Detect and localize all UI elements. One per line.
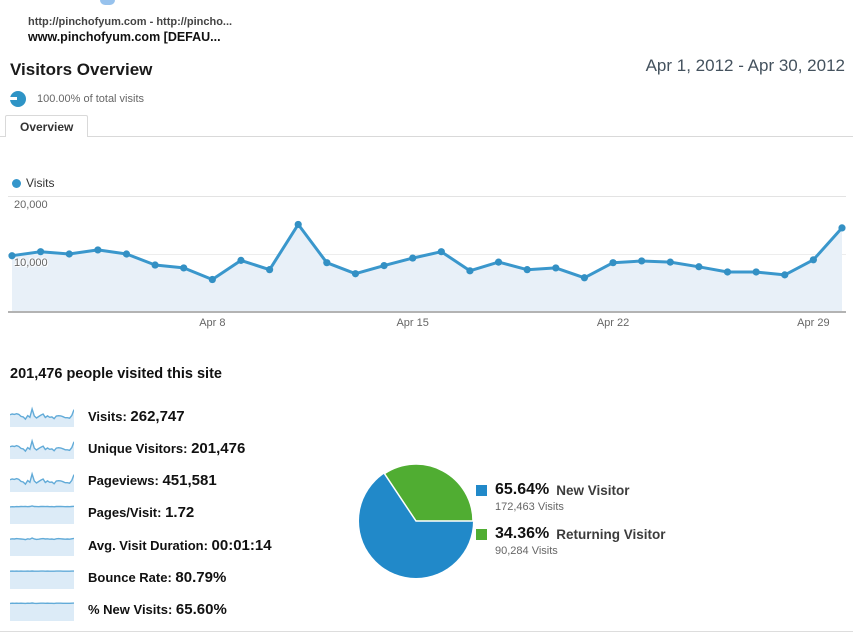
metric-label-value: Pages/Visit: 1.72 (88, 504, 195, 522)
x-axis-line (8, 311, 846, 313)
metric-label-value: Avg. Visit Duration: 00:01:14 (88, 536, 272, 554)
x-tick-apr-22: Apr 22 (596, 317, 630, 329)
pie-svg[interactable] (354, 459, 478, 583)
new-visitor-visits: 172,463 Visits (495, 501, 564, 513)
sparkline-icon (10, 569, 74, 589)
sparkline-icon (10, 537, 74, 557)
account-url-line[interactable]: http://pinchofyum.com - http://pincho... (28, 16, 233, 28)
chart-legend[interactable]: Visits (12, 176, 54, 190)
pie-legend-new-visitor: 65.64% New Visitor 172,463 Visits (476, 481, 630, 513)
metric-row-unique-visitors[interactable]: Unique Visitors: 201,476 (10, 435, 430, 461)
visits-timeseries-chart[interactable] (8, 196, 846, 314)
tab-overview[interactable]: Overview (5, 115, 89, 137)
returning-visitor-label: Returning Visitor (556, 526, 666, 542)
metric-label-value: Visits: 262,747 (88, 407, 185, 425)
x-tick-apr-8: Apr 8 (199, 317, 226, 329)
visits-legend-dot-icon (12, 178, 21, 188)
metric-row-avg-visit-duration[interactable]: Avg. Visit Duration: 00:01:14 (10, 532, 430, 558)
sparkline-icon (10, 471, 74, 492)
sparkline-icon (10, 438, 74, 460)
cropped-avatar-fragment (100, 0, 115, 5)
metric-row-new-visits[interactable]: % New Visits: 65.60% (10, 597, 430, 623)
visits-line-svg[interactable] (8, 196, 846, 314)
metric-label-value: Unique Visitors: 201,476 (88, 439, 246, 457)
visitors-headline: 201,476 people visited this site (10, 366, 222, 382)
new-visitor-label: New Visitor (556, 482, 630, 498)
x-tick-apr-15: Apr 15 (396, 317, 429, 329)
sparkline-icon (10, 602, 74, 621)
metric-row-pages-visit[interactable]: Pages/Visit: 1.72 (10, 500, 430, 526)
y-tick-10000: 10,000 (14, 257, 48, 269)
profile-name-line[interactable]: www.pinchofyum.com [DEFAU... (28, 30, 221, 44)
y-tick-20000: 20,000 (14, 199, 48, 211)
sparkline-icon (10, 406, 74, 427)
visitor-type-pie-chart[interactable] (354, 459, 478, 583)
date-range-selector[interactable]: Apr 1, 2012 - Apr 30, 2012 (645, 56, 845, 75)
new-visitor-percent: 65.64% (495, 481, 550, 498)
pie-legend-returning-visitor: 34.36% Returning Visitor 90,284 Visits (476, 525, 666, 557)
visits-legend-label: Visits (26, 176, 55, 190)
new-visitor-swatch-icon (476, 484, 487, 496)
metric-row-bounce-rate[interactable]: Bounce Rate: 80.79% (10, 565, 430, 591)
returning-visitor-percent: 34.36% (495, 525, 550, 542)
returning-visitor-visits: 90,284 Visits (495, 545, 558, 557)
metric-row-visits[interactable]: Visits: 262,747 (10, 403, 430, 429)
gridline-20k (8, 196, 846, 197)
x-tick-apr-29: Apr 29 (797, 317, 830, 329)
metric-row-pageviews[interactable]: Pageviews: 451,581 (10, 468, 430, 494)
tab-bar: Overview (0, 115, 853, 137)
metric-label-value: % New Visits: 65.60% (88, 601, 227, 619)
segment-row: 100.00% of total visits (10, 90, 144, 108)
metric-label-value: Pageviews: 451,581 (88, 472, 217, 490)
bottom-divider (0, 631, 853, 632)
sparkline-icon (10, 505, 74, 524)
page-title: Visitors Overview (10, 60, 153, 79)
metric-label-value: Bounce Rate: 80.79% (88, 569, 227, 586)
segment-pie-icon (10, 91, 26, 107)
segment-label: 100.00% of total visits (37, 93, 145, 105)
returning-visitor-swatch-icon (476, 528, 487, 540)
